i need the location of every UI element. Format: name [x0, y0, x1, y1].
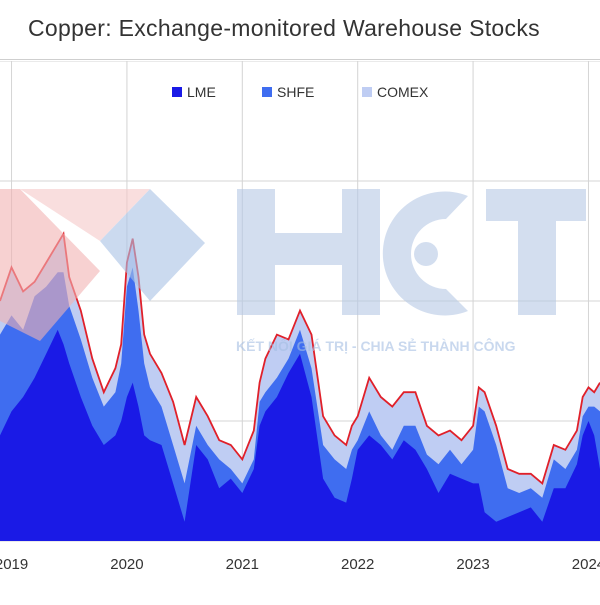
chart-title: Copper: Exchange-monitored Warehouse Sto… [28, 15, 540, 41]
watermark-letter-c-dot [414, 242, 438, 266]
watermark-logo: KẾT NỐI GIÁ TRỊ - CHIA SẺ THÀNH CÔNG [0, 189, 586, 354]
x-axis-tick-labels: 2019 2020 2021 2022 2023 2024 [0, 556, 600, 573]
watermark-diamond-left [0, 189, 100, 341]
watermark-diamond-right [100, 189, 205, 301]
area-lme [0, 329, 600, 541]
watermark-letter-h-bar [275, 233, 342, 265]
watermark-slogan: KẾT NỐI GIÁ TRỊ - CHIA SẺ THÀNH CÔNG [236, 337, 516, 354]
watermark-diamond-top [20, 189, 150, 241]
x-tick-label: 2021 [226, 556, 259, 573]
watermark-letter-h-left [237, 189, 275, 315]
watermark-letter-c [382, 191, 468, 316]
legend-swatch-comex [362, 87, 372, 97]
x-tick-label: 2019 [0, 556, 28, 573]
total-stocks-line [0, 231, 600, 485]
x-tick-label: 2022 [341, 556, 374, 573]
chart-plot-area: KẾT NỐI GIÁ TRỊ - CHIA SẺ THÀNH CÔNG 201… [0, 60, 600, 600]
watermark-letter-t-stem [518, 221, 556, 315]
legend-swatch-lme [172, 87, 182, 97]
legend-swatch-shfe [262, 87, 272, 97]
watermark-letter-h-right [342, 189, 380, 315]
legend: LME SHFE COMEX [172, 84, 429, 100]
legend-label-shfe: SHFE [277, 84, 314, 100]
x-tick-label: 2023 [456, 556, 489, 573]
legend-label-comex: COMEX [377, 84, 429, 100]
stocks-area-chart: KẾT NỐI GIÁ TRỊ - CHIA SẺ THÀNH CÔNG 201… [0, 60, 600, 573]
x-tick-label: 2024 [572, 556, 600, 573]
x-tick-label: 2020 [110, 556, 143, 573]
chart-title-bar: Copper: Exchange-monitored Warehouse Sto… [0, 0, 600, 60]
legend-label-lme: LME [187, 84, 216, 100]
series-areas [0, 231, 600, 542]
watermark-letter-t-top [486, 189, 586, 221]
